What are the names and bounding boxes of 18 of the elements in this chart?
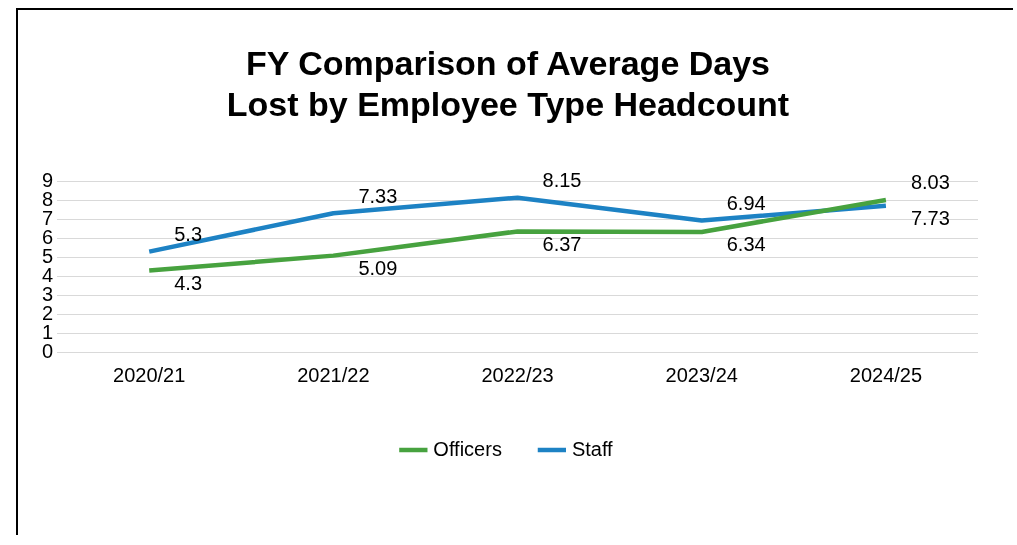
- data-label: 6.37: [542, 232, 582, 255]
- chart-title: FY Comparison of Average Days Lost by Employee Type Headcount: [226, 43, 790, 123]
- data-label: 6.94: [726, 192, 766, 215]
- data-label: 5.3: [174, 223, 203, 246]
- x-tick-label: 2024/25: [849, 363, 923, 386]
- data-label: 5.09: [358, 257, 398, 280]
- x-tick-label: 2023/24: [665, 363, 738, 386]
- x-tick-label: 2022/23: [481, 363, 554, 386]
- legend-label: Staff: [571, 437, 614, 460]
- data-label: 7.33: [358, 184, 398, 207]
- data-label: 7.73: [910, 207, 950, 230]
- x-tick-label: 2020/21: [113, 363, 186, 386]
- data-label: 8.03: [910, 171, 950, 194]
- legend-label: Officers: [433, 437, 502, 460]
- x-tick-label: 2021/22: [297, 363, 370, 386]
- data-label: 8.15: [542, 169, 582, 192]
- data-label: 6.34: [726, 233, 766, 256]
- data-label: 4.3: [174, 272, 203, 295]
